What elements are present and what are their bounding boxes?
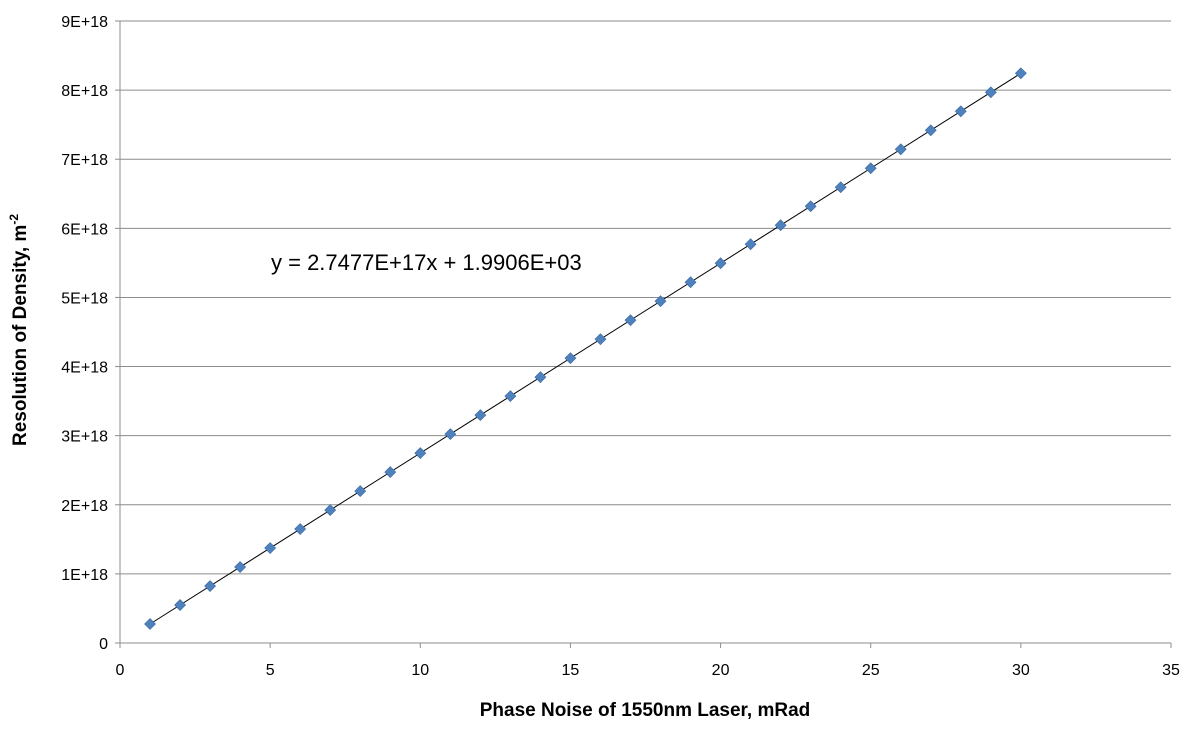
y-tick-label: 6E+18	[61, 221, 108, 238]
x-tick-label: 20	[712, 662, 730, 679]
y-axis-title: Resolution of Density, m-2	[7, 214, 31, 446]
data-point	[984, 86, 997, 99]
data-point	[564, 352, 577, 365]
trendline-equation: y = 2.7477E+17x + 1.9906E+03	[271, 250, 582, 275]
data-point	[324, 504, 337, 516]
data-point	[954, 105, 967, 118]
data-point	[294, 523, 307, 535]
data-point	[264, 542, 277, 554]
y-tick-label: 4E+18	[61, 360, 108, 377]
x-tick-label: 25	[862, 662, 880, 679]
data-point	[534, 371, 547, 384]
x-tick-label: 15	[562, 662, 580, 679]
data-points	[144, 67, 1027, 630]
data-point	[474, 409, 487, 422]
data-point	[654, 295, 667, 308]
data-point	[804, 200, 817, 213]
y-tick-label: 0	[99, 636, 108, 653]
data-point	[744, 238, 757, 251]
data-point	[594, 333, 607, 346]
x-axis-title: Phase Noise of 1550nm Laser, mRad	[480, 700, 811, 721]
trendline	[149, 72, 1022, 625]
data-point	[504, 390, 517, 403]
grid-lines	[120, 20, 1171, 575]
y-tick-label: 7E+18	[61, 152, 108, 169]
data-point	[624, 314, 637, 327]
data-point	[204, 580, 217, 592]
trendline-layer	[149, 72, 1022, 625]
x-tick-labels: 0 5 10 15 20 25 30 35	[116, 662, 1180, 679]
x-tick-label: 35	[1162, 662, 1180, 679]
data-point	[414, 447, 427, 460]
y-tick-label: 8E+18	[61, 83, 108, 100]
y-tick-labels: 0 1E+18 2E+18 3E+18 4E+18 5E+18 6E+18 7E+18 8E+1…	[61, 14, 108, 653]
data-point	[354, 485, 367, 498]
data-point	[444, 428, 457, 441]
y-axis-title-superscript: -2	[7, 214, 21, 225]
data-point	[144, 618, 156, 630]
y-tick-label: 3E+18	[61, 429, 108, 446]
data-point	[234, 561, 247, 573]
data-point	[384, 466, 397, 479]
axes	[115, 20, 1172, 648]
data-point	[174, 599, 186, 611]
data-point	[774, 219, 787, 232]
y-tick-label: 5E+18	[61, 290, 108, 307]
x-tick-label: 30	[1012, 662, 1030, 679]
y-tick-label: 9E+18	[61, 14, 108, 31]
y-tick-label: 1E+18	[61, 567, 108, 584]
y-axis-title-main: Resolution of Density, m	[10, 225, 31, 446]
x-tick-label: 0	[116, 662, 125, 679]
data-point	[894, 143, 907, 156]
x-tick-label: 5	[266, 662, 275, 679]
data-point	[684, 276, 697, 289]
x-tick-label: 10	[411, 662, 429, 679]
data-point	[834, 181, 847, 194]
data-point	[714, 257, 727, 270]
data-point	[1014, 67, 1027, 80]
data-point	[864, 162, 877, 175]
y-tick-label: 2E+18	[61, 498, 108, 515]
data-point	[924, 124, 937, 137]
